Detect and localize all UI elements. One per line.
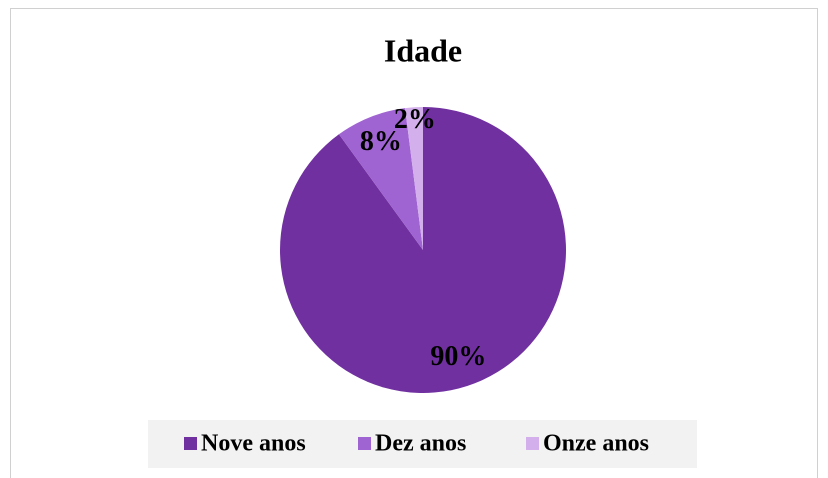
legend-box xyxy=(148,420,697,468)
chart-title: Idade xyxy=(384,32,462,68)
legend-label: Nove anos xyxy=(201,431,306,457)
legend-label: Onze anos xyxy=(543,431,649,457)
data-label: 2% xyxy=(394,104,436,135)
legend-label: Dez anos xyxy=(375,431,466,457)
legend-swatch xyxy=(184,437,197,450)
legend-swatch xyxy=(526,437,539,450)
data-label: 90% xyxy=(430,341,486,372)
data-label: 8% xyxy=(360,126,402,157)
pie-slice xyxy=(338,108,423,250)
legend-swatch xyxy=(358,437,371,450)
pie-slice xyxy=(405,107,423,250)
